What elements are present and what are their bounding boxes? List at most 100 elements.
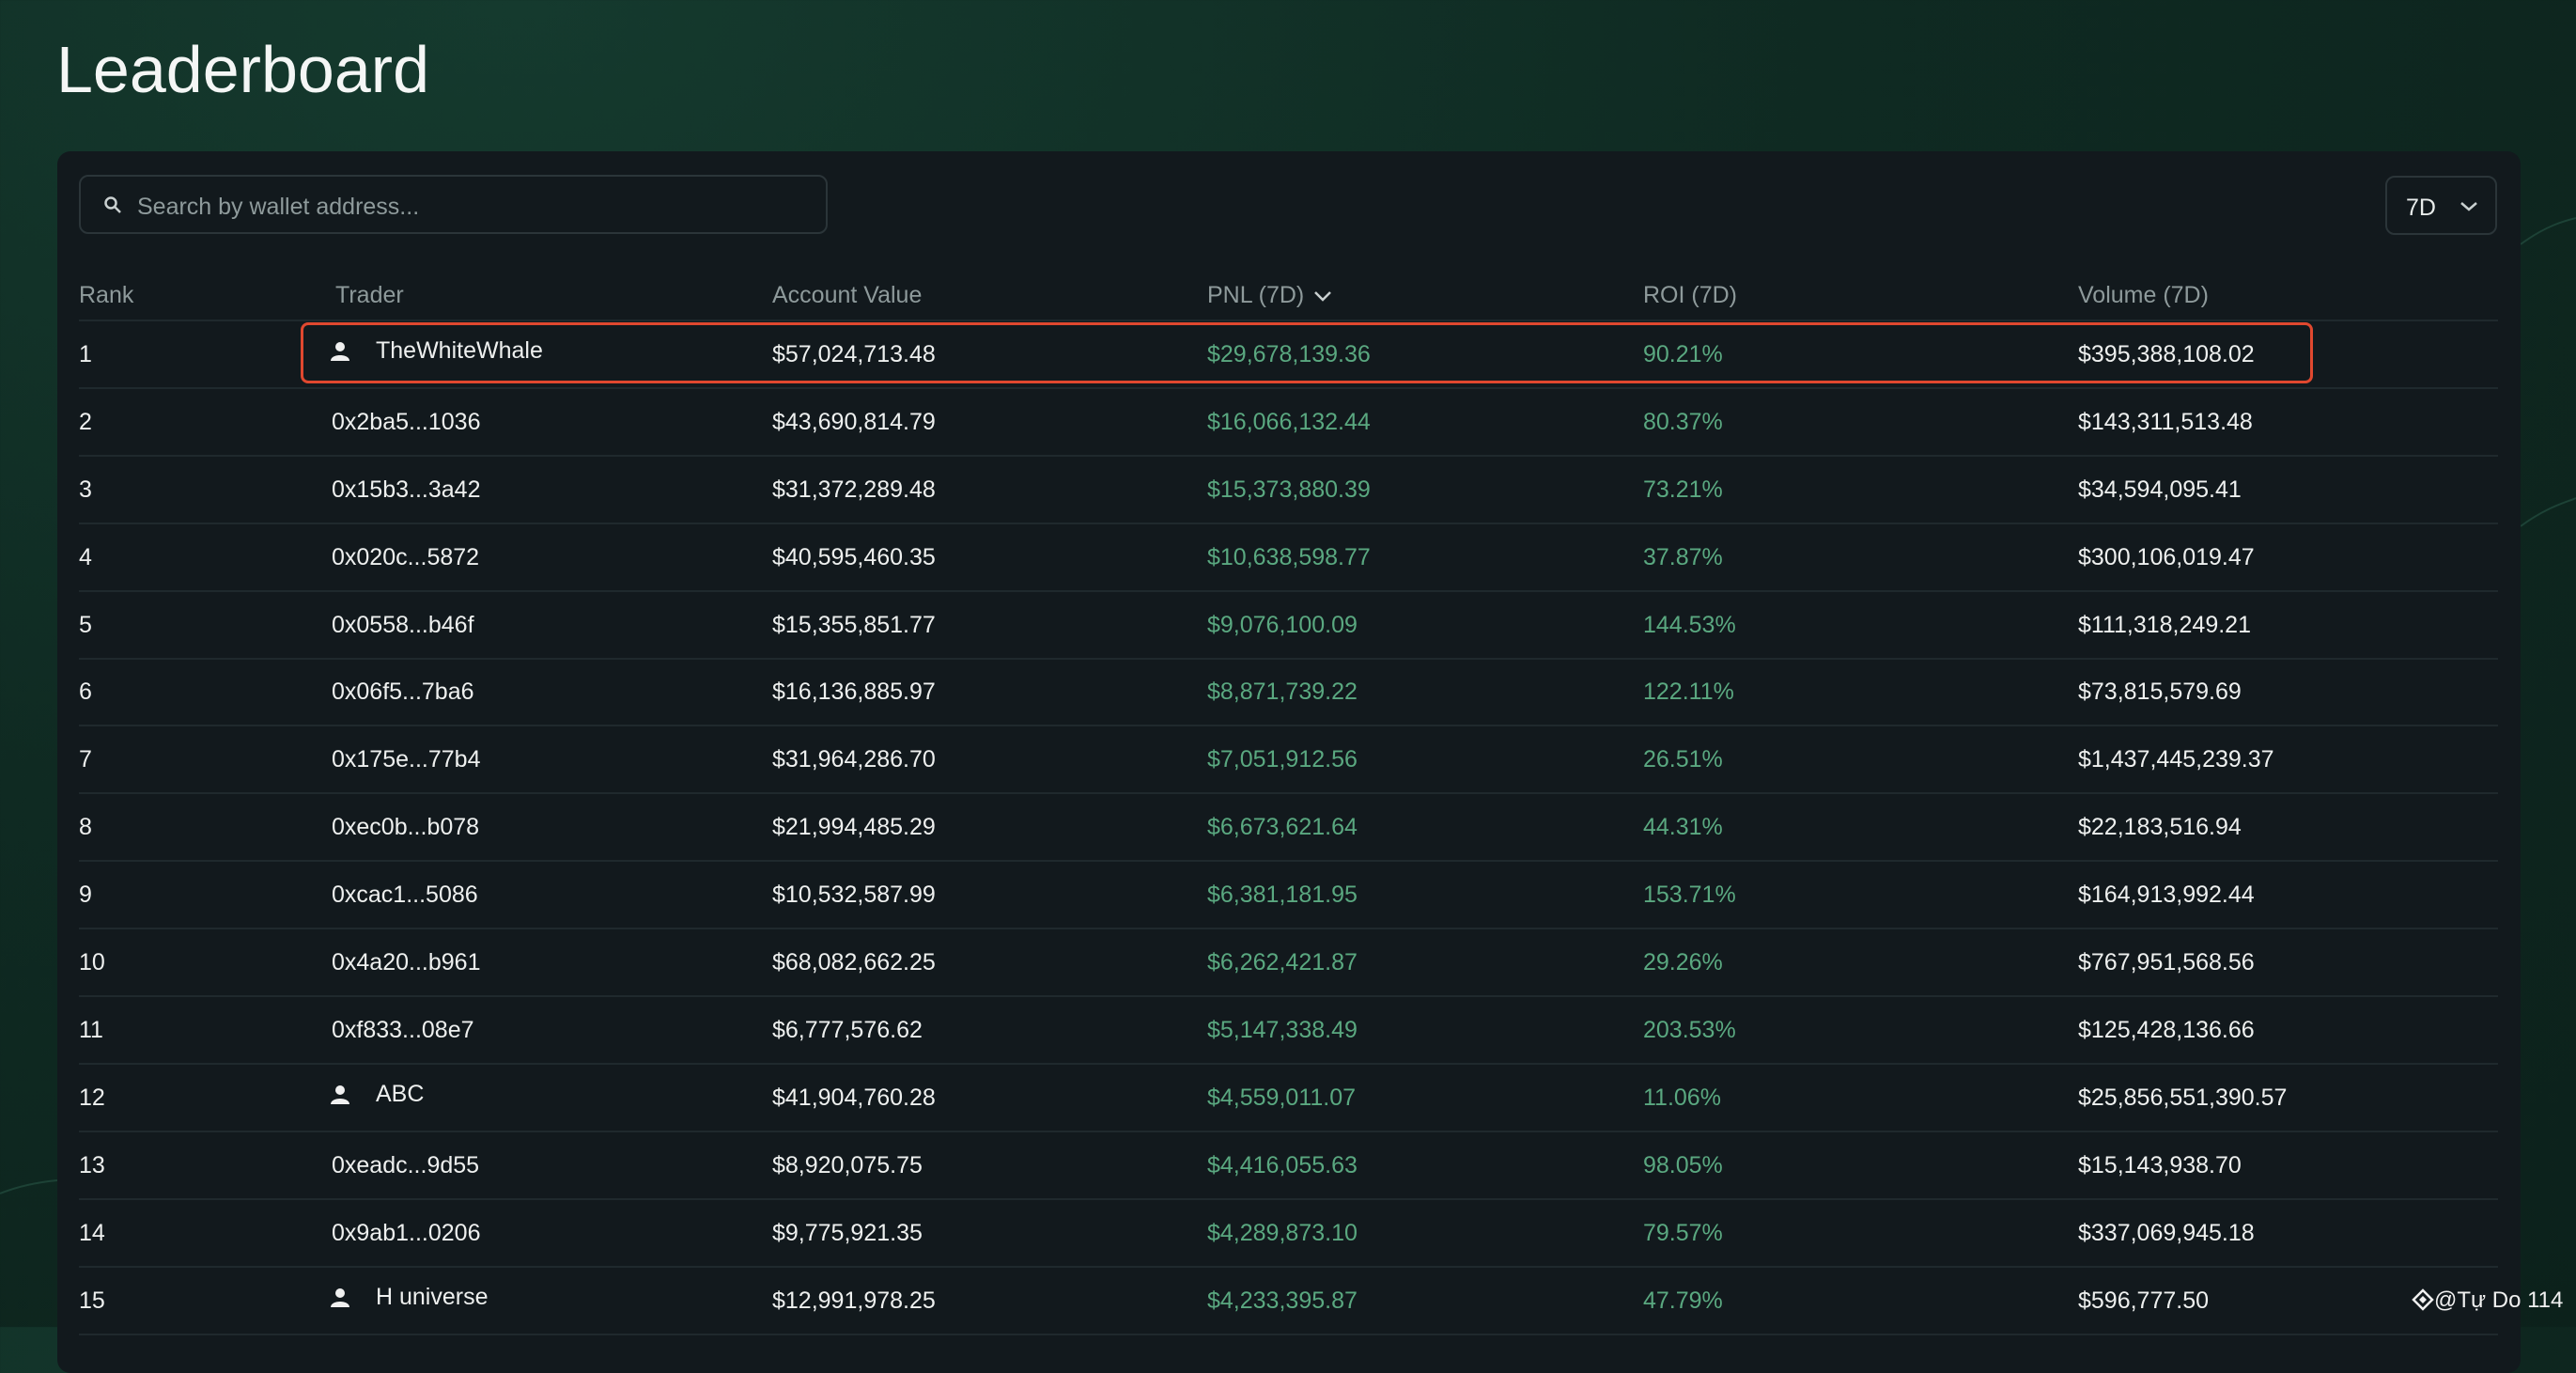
pnl-cell: $8,871,739.22 (1207, 679, 1358, 706)
account-value-cell: $57,024,713.48 (772, 340, 936, 367)
row-separator (79, 454, 2498, 457)
roi-cell: 37.87% (1643, 543, 1723, 570)
rank-cell: 7 (79, 746, 92, 773)
rank-cell: 13 (79, 1151, 105, 1178)
rank-cell: 15 (79, 1287, 105, 1314)
roi-cell: 80.37% (1643, 408, 1723, 435)
roi-cell: 90.21% (1643, 340, 1723, 367)
trader-cell: 0x9ab1...0206 (332, 1219, 481, 1246)
account-value-cell: $15,355,851.77 (772, 611, 936, 638)
user-icon (331, 1084, 349, 1104)
row-separator (79, 1265, 2498, 1268)
highlight-box (301, 322, 2313, 383)
row-separator (79, 928, 2498, 930)
pnl-cell: $29,678,139.36 (1207, 340, 1371, 367)
profile-icon (329, 1084, 351, 1111)
trader-cell: 0x06f5...7ba6 (332, 679, 474, 706)
row-separator (79, 725, 2498, 727)
account-value-cell: $31,372,289.48 (772, 476, 936, 503)
rank-cell: 4 (79, 543, 92, 570)
trader-cell: ABC (376, 1080, 425, 1107)
trader-cell: 0x4a20...b961 (332, 949, 481, 976)
roi-cell: 122.11% (1643, 679, 1734, 706)
volume-cell: $596,777.50 (2078, 1287, 2210, 1314)
page-title: Leaderboard (56, 33, 429, 106)
roi-cell: 11.06% (1643, 1084, 1721, 1111)
account-value-cell: $10,532,587.99 (772, 882, 936, 909)
pnl-cell: $6,262,421.87 (1207, 949, 1358, 976)
rank-cell: 9 (79, 882, 92, 909)
account-value-cell: $68,082,662.25 (772, 949, 936, 976)
column-header: Rank (79, 282, 134, 308)
volume-cell: $73,815,579.69 (2078, 679, 2242, 706)
period-dropdown[interactable]: 7D (2385, 176, 2497, 235)
row-separator (79, 860, 2498, 863)
volume-cell: $395,388,108.02 (2078, 340, 2255, 367)
pnl-cell: $4,233,395.87 (1207, 1287, 1358, 1314)
pnl-cell: $16,066,132.44 (1207, 408, 1371, 435)
roi-cell: 44.31% (1643, 814, 1723, 841)
row-separator (79, 1130, 2498, 1132)
search-box[interactable]: Search by wallet address... (79, 175, 828, 234)
volume-cell: $34,594,095.41 (2078, 476, 2242, 503)
account-value-cell: $40,595,460.35 (772, 543, 936, 570)
column-header: Account Value (772, 282, 923, 308)
header-separator (79, 320, 2498, 321)
column-header: ROI (7D) (1643, 282, 1737, 308)
roi-cell: 79.57% (1643, 1219, 1723, 1246)
row-separator (79, 1333, 2498, 1335)
sort-icon (1314, 291, 1332, 302)
column-header: Volume (7D) (2078, 282, 2209, 308)
account-value-cell: $21,994,485.29 (772, 814, 936, 841)
roi-cell: 29.26% (1643, 949, 1723, 976)
column-header: Trader (335, 282, 404, 308)
rank-cell: 1 (79, 340, 92, 367)
row-separator (79, 386, 2498, 389)
search-placeholder: Search by wallet address... (137, 194, 420, 220)
pnl-cell: $6,673,621.64 (1207, 814, 1358, 841)
watermark: @Tự Do 114 (2412, 1287, 2563, 1314)
account-value-cell: $31,964,286.70 (772, 746, 936, 773)
row-separator (79, 792, 2498, 795)
row-separator (79, 589, 2498, 592)
roi-cell: 153.71% (1643, 882, 1736, 909)
pnl-cell: $6,381,181.95 (1207, 882, 1358, 909)
trader-cell: 0xeadc...9d55 (332, 1151, 480, 1178)
account-value-cell: $9,775,921.35 (772, 1219, 923, 1246)
column-header: PNL (7D) (1207, 282, 1332, 309)
volume-cell: $111,318,249.21 (2078, 611, 2251, 638)
row-separator (79, 522, 2498, 524)
pnl-cell: $9,076,100.09 (1207, 611, 1358, 638)
roi-cell: 203.53% (1643, 1016, 1736, 1043)
volume-cell: $15,143,938.70 (2078, 1151, 2242, 1178)
row-separator (79, 995, 2498, 997)
pnl-cell: $4,289,873.10 (1207, 1219, 1358, 1246)
pnl-cell: $15,373,880.39 (1207, 476, 1371, 503)
rank-cell: 14 (79, 1219, 105, 1246)
volume-cell: $300,106,019.47 (2078, 543, 2255, 570)
trader-cell: 0x15b3...3a42 (332, 476, 481, 503)
rank-cell: 10 (79, 949, 105, 976)
rank-cell: 8 (79, 814, 92, 841)
trader-cell: H universe (376, 1283, 489, 1310)
pnl-cell: $4,416,055.63 (1207, 1151, 1358, 1178)
row-separator (79, 657, 2498, 660)
roi-cell: 144.53% (1643, 611, 1736, 638)
volume-cell: $337,069,945.18 (2078, 1219, 2255, 1246)
volume-cell: $22,183,516.94 (2078, 814, 2242, 841)
trader-cell: 0x2ba5...1036 (332, 408, 481, 435)
account-value-cell: $8,920,075.75 (772, 1151, 923, 1178)
trader-cell: 0x020c...5872 (332, 543, 480, 570)
period-label: 7D (2406, 195, 2436, 221)
trader-cell: 0xcac1...5086 (332, 882, 478, 909)
profile-icon (329, 340, 351, 367)
roi-cell: 73.21% (1643, 476, 1723, 503)
dropdown-chevron (2460, 202, 2477, 211)
rank-cell: 5 (79, 611, 92, 638)
roi-cell: 98.05% (1643, 1151, 1723, 1178)
volume-cell: $1,437,445,239.37 (2078, 746, 2274, 773)
account-value-cell: $12,991,978.25 (772, 1287, 936, 1314)
pnl-cell: $4,559,011.07 (1207, 1084, 1357, 1111)
trader-cell: 0xec0b...b078 (332, 814, 480, 841)
